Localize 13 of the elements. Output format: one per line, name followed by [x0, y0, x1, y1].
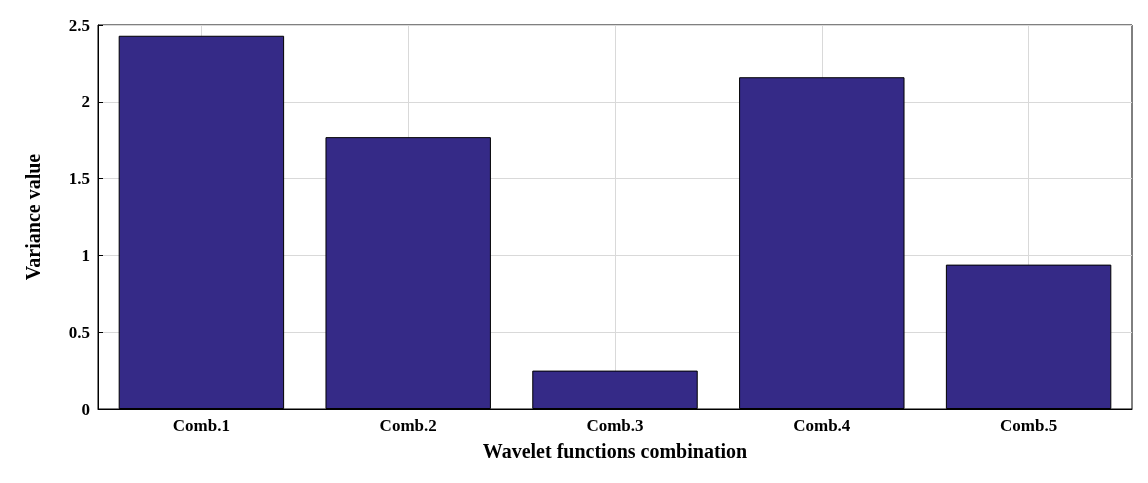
- x-tick-label: Comb.2: [379, 416, 437, 435]
- x-axis-title: Wavelet functions combination: [482, 440, 748, 462]
- x-tick-label: Comb.3: [586, 416, 644, 435]
- y-axis-title: Variance value: [22, 153, 44, 281]
- y-tick-label: 2: [81, 92, 90, 112]
- x-tick-label: Comb.5: [1000, 416, 1058, 435]
- x-tick-label: Comb.1: [172, 416, 230, 435]
- x-tick-label: Comb.4: [793, 416, 851, 435]
- y-tick-label: 2.5: [68, 15, 90, 35]
- y-tick-label: 0.5: [68, 322, 90, 342]
- y-tick-label: 1.5: [68, 169, 90, 189]
- y-tick-label: 1: [81, 245, 90, 265]
- y-tick-label: 0: [81, 399, 90, 419]
